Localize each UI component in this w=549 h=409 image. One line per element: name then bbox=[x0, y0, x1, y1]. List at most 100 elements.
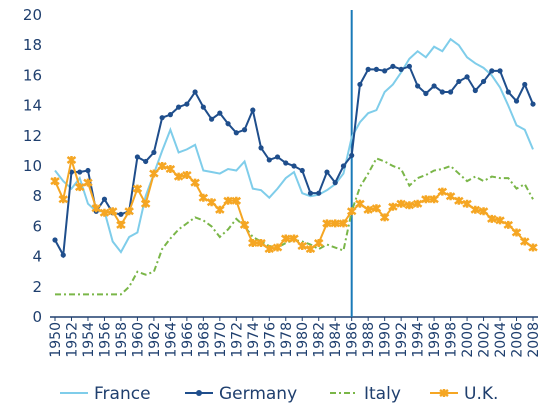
point bbox=[159, 115, 165, 121]
point bbox=[233, 130, 239, 136]
point bbox=[208, 116, 215, 122]
point bbox=[431, 83, 437, 89]
x-tick-label: 1962 bbox=[147, 322, 163, 358]
point bbox=[363, 205, 373, 214]
point bbox=[206, 198, 217, 207]
x-tick-label: 2004 bbox=[493, 322, 509, 358]
point bbox=[511, 228, 522, 237]
point bbox=[462, 199, 472, 208]
point bbox=[528, 243, 538, 252]
point bbox=[307, 190, 314, 196]
point bbox=[423, 90, 429, 97]
point bbox=[50, 177, 60, 186]
x-tick-label: 1952 bbox=[64, 322, 80, 358]
point bbox=[241, 127, 248, 133]
y-tick-label: 20 bbox=[23, 6, 42, 24]
point bbox=[143, 158, 149, 165]
legend-label: Germany bbox=[219, 384, 297, 404]
point bbox=[223, 196, 233, 205]
point bbox=[371, 204, 382, 213]
point bbox=[165, 165, 176, 174]
x-tick-label: 1970 bbox=[213, 322, 229, 358]
point bbox=[404, 201, 415, 210]
point bbox=[239, 220, 250, 229]
y-tick-label: 0 bbox=[32, 308, 42, 326]
point bbox=[454, 196, 464, 205]
point bbox=[291, 163, 297, 169]
point bbox=[151, 149, 157, 156]
point bbox=[215, 205, 225, 214]
point bbox=[289, 234, 299, 243]
legend-marker bbox=[196, 390, 202, 396]
x-tick-label: 1964 bbox=[163, 322, 179, 358]
series-line bbox=[54, 65, 534, 259]
point bbox=[456, 78, 462, 85]
y-tick-label: 18 bbox=[23, 36, 42, 54]
point bbox=[283, 160, 289, 166]
point bbox=[390, 63, 396, 69]
point bbox=[437, 187, 448, 196]
point bbox=[60, 252, 66, 258]
x-tick-label: 1988 bbox=[361, 322, 377, 358]
point bbox=[299, 167, 305, 174]
point bbox=[217, 110, 223, 116]
point bbox=[66, 155, 77, 164]
point bbox=[176, 104, 182, 110]
point bbox=[266, 157, 272, 163]
x-tick-label: 2002 bbox=[477, 322, 493, 358]
point bbox=[487, 214, 497, 223]
point bbox=[332, 180, 338, 186]
x-tick-label: 1954 bbox=[81, 322, 97, 358]
point bbox=[200, 104, 206, 110]
point bbox=[396, 199, 406, 208]
point bbox=[338, 219, 349, 228]
point bbox=[305, 245, 316, 254]
y-tick-label: 4 bbox=[32, 248, 42, 266]
point bbox=[489, 68, 495, 74]
x-tick-label: 1998 bbox=[444, 322, 460, 358]
point bbox=[198, 193, 209, 202]
point bbox=[258, 145, 264, 151]
point bbox=[340, 163, 347, 169]
y-tick-label: 6 bbox=[32, 217, 42, 235]
point bbox=[495, 216, 505, 225]
x-tick-label: 1958 bbox=[114, 322, 130, 358]
x-tick-label: 1956 bbox=[97, 322, 113, 358]
x-tick-label: 1984 bbox=[328, 322, 344, 358]
point bbox=[58, 195, 68, 204]
point bbox=[281, 234, 291, 243]
point bbox=[349, 152, 355, 159]
point bbox=[322, 219, 332, 228]
x-tick-label: 1974 bbox=[246, 322, 262, 358]
point bbox=[421, 195, 431, 204]
point bbox=[256, 239, 266, 248]
point bbox=[85, 167, 91, 174]
point bbox=[503, 220, 514, 229]
x-tick-label: 2000 bbox=[460, 322, 476, 358]
point bbox=[77, 169, 83, 175]
point bbox=[248, 239, 258, 248]
point bbox=[412, 199, 423, 208]
legend-marker bbox=[439, 389, 449, 397]
point bbox=[472, 87, 478, 94]
point bbox=[470, 205, 481, 214]
point bbox=[316, 190, 322, 196]
x-tick-label: 1994 bbox=[411, 322, 427, 358]
y-tick-label: 8 bbox=[32, 187, 42, 205]
point bbox=[415, 83, 421, 89]
point bbox=[182, 171, 192, 180]
x-tick-label: 1978 bbox=[279, 322, 295, 358]
point bbox=[116, 220, 126, 229]
point bbox=[83, 178, 93, 187]
point bbox=[478, 207, 489, 216]
x-tick-label: 1966 bbox=[180, 322, 196, 358]
point bbox=[313, 239, 324, 248]
point bbox=[505, 89, 511, 95]
legend-label: France bbox=[94, 384, 151, 404]
point bbox=[379, 213, 390, 222]
x-tick-label: 1950 bbox=[48, 322, 64, 358]
legend-label: U.K. bbox=[464, 384, 498, 404]
point bbox=[388, 202, 398, 211]
point bbox=[134, 154, 141, 160]
point bbox=[497, 68, 503, 74]
